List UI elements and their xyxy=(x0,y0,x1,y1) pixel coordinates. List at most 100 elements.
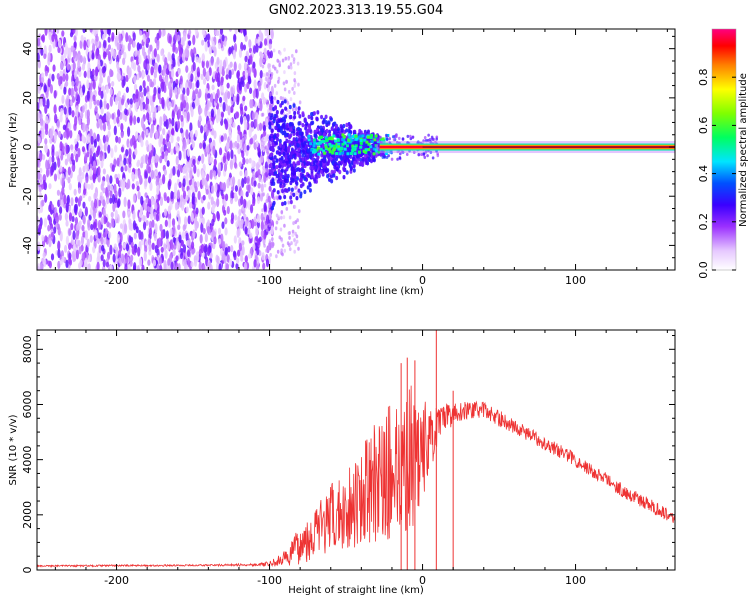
heatmap-cell xyxy=(65,202,69,213)
heatmap-cell xyxy=(77,147,81,158)
heatmap-cell xyxy=(112,253,116,263)
heatmap-cell xyxy=(77,60,81,69)
heatmap-cell xyxy=(261,208,264,213)
heatmap-cell xyxy=(47,52,51,62)
heatmap-cell xyxy=(113,125,117,136)
heatmap-cell xyxy=(250,99,254,109)
colorbar-tick-label: 0.4 xyxy=(697,165,710,183)
heatmap-cell xyxy=(98,211,102,218)
snr-x-tick-label: -100 xyxy=(257,574,282,587)
spectrogram-y-tick-label: -40 xyxy=(21,236,34,254)
heatmap-cell xyxy=(203,245,207,254)
heatmap-cell xyxy=(135,180,139,187)
heatmap-cell xyxy=(134,148,138,156)
heatmap-cell xyxy=(74,196,79,204)
heatmap-cell xyxy=(245,158,249,165)
heatmap-cell xyxy=(63,131,67,139)
heatmap-cell xyxy=(238,220,242,229)
heatmap-cell xyxy=(48,183,52,190)
heatmap-cell xyxy=(129,37,133,45)
heatmap-cell xyxy=(79,55,83,64)
heatmap-cell xyxy=(264,145,268,150)
heatmap-cell xyxy=(272,48,276,53)
heatmap-cell xyxy=(51,155,55,163)
heatmap-cell xyxy=(96,99,100,106)
heatmap-cell xyxy=(103,237,107,245)
heatmap-cell xyxy=(351,144,355,148)
heatmap-cell xyxy=(37,37,41,47)
heatmap-cell xyxy=(244,69,248,80)
snr-y-tick-label: 6000 xyxy=(21,390,34,418)
heatmap-cell xyxy=(105,85,109,94)
heatmap-cell xyxy=(299,177,303,182)
heatmap-cell xyxy=(397,136,401,140)
heatmap-cell xyxy=(89,82,93,91)
heatmap-cell xyxy=(133,83,138,91)
heatmap-cell xyxy=(133,232,137,240)
heatmap-cell xyxy=(244,220,248,227)
heatmap-cell xyxy=(166,238,170,247)
heatmap-cell xyxy=(140,91,144,98)
heatmap-cell xyxy=(137,65,141,73)
heatmap-cell xyxy=(50,231,55,238)
heatmap-cell xyxy=(260,183,264,193)
heatmap-cell xyxy=(224,217,228,225)
heatmap-cell xyxy=(41,33,46,43)
heatmap-cell xyxy=(349,152,353,156)
heatmap-cell xyxy=(283,99,287,104)
heatmap-cell xyxy=(190,48,194,58)
heatmap-cell xyxy=(95,66,99,77)
heatmap-cell xyxy=(168,63,172,72)
heatmap-cell xyxy=(290,187,294,192)
heatmap-cell xyxy=(310,115,314,121)
heatmap-cell xyxy=(195,207,199,215)
heatmap-cell xyxy=(107,44,111,51)
heatmap-cell xyxy=(264,168,268,173)
heatmap-cell xyxy=(303,118,307,123)
heatmap-cell xyxy=(219,29,224,35)
heatmap-cell xyxy=(291,53,294,58)
heatmap-cell xyxy=(44,70,49,77)
heatmap-cell xyxy=(171,53,175,61)
heatmap-cell xyxy=(52,64,56,72)
heatmap-cell xyxy=(89,235,93,243)
heatmap-cell xyxy=(149,44,153,52)
heatmap-cell xyxy=(66,98,70,108)
heatmap-cell xyxy=(154,169,159,177)
heatmap-cell xyxy=(232,122,236,129)
heatmap-cell xyxy=(279,227,283,232)
heatmap-cell xyxy=(68,242,72,251)
heatmap-cell xyxy=(261,92,265,101)
heatmap-cell xyxy=(102,168,106,175)
heatmap-cell xyxy=(219,101,223,108)
heatmap-cell xyxy=(268,103,272,108)
heatmap-cell xyxy=(196,79,200,89)
heatmap-cell xyxy=(76,133,80,142)
heatmap-cell xyxy=(285,124,289,129)
heatmap-cell xyxy=(272,64,275,69)
heatmap-cell xyxy=(263,202,267,212)
heatmap-cell xyxy=(131,245,135,255)
heatmap-cell xyxy=(292,128,296,134)
heatmap-cell xyxy=(210,141,214,150)
heatmap-cell xyxy=(39,152,43,161)
heatmap-cell xyxy=(156,53,160,62)
heatmap-cell xyxy=(45,159,49,170)
heatmap-cell xyxy=(372,156,376,162)
heatmap-cell xyxy=(312,177,316,182)
heatmap-cell xyxy=(244,120,248,131)
heatmap-cell xyxy=(40,262,44,270)
heatmap-cell xyxy=(122,57,126,66)
heatmap-cell xyxy=(369,158,373,164)
heatmap-cell xyxy=(90,182,94,191)
heatmap-cell xyxy=(138,229,142,240)
heatmap-cell xyxy=(148,198,152,208)
heatmap-cell xyxy=(148,117,152,124)
heatmap-cell xyxy=(411,135,415,139)
heatmap-cell xyxy=(189,170,193,180)
heatmap-cell xyxy=(190,212,194,223)
heatmap-cell xyxy=(351,147,355,151)
heatmap-cell xyxy=(297,121,301,126)
heatmap-cell xyxy=(268,43,272,50)
